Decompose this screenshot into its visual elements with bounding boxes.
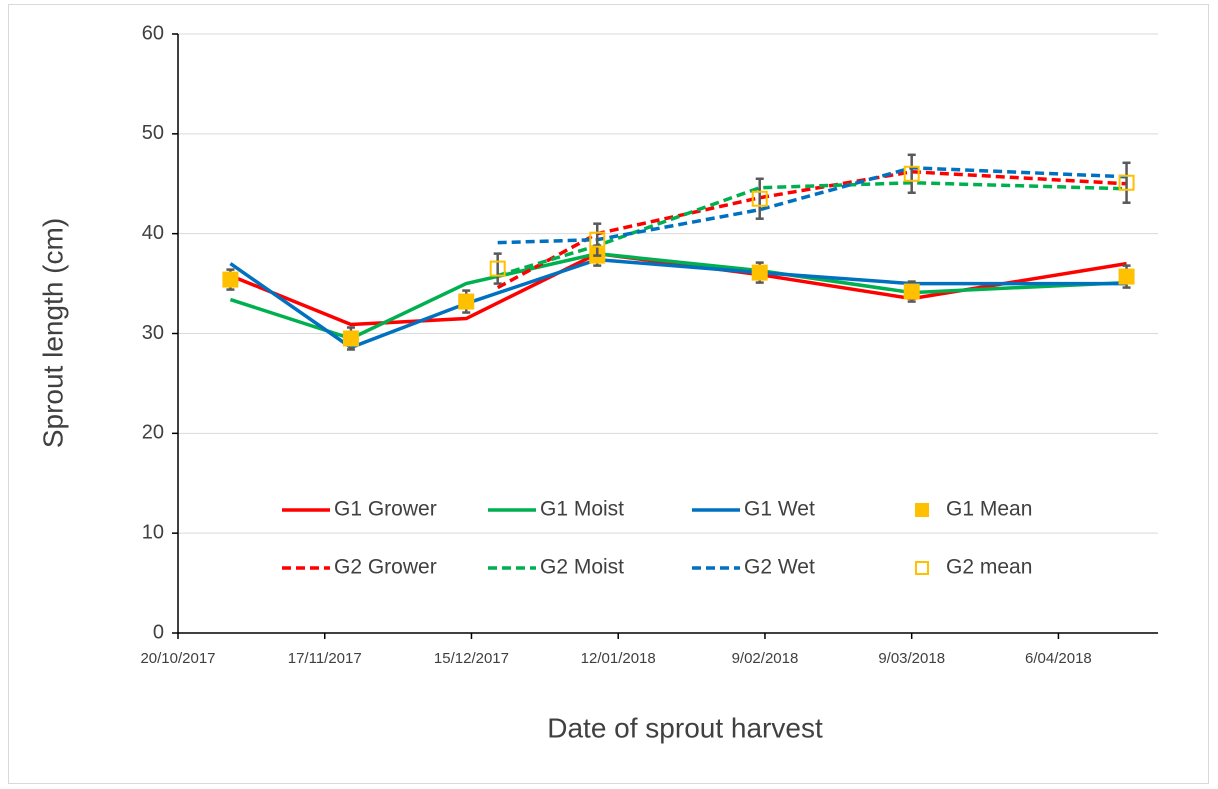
- x-tick-label: 12/01/2018: [581, 650, 656, 667]
- y-tick-label: 30: [142, 322, 164, 344]
- legend-label: G2 Moist: [540, 556, 624, 579]
- legend-label: G1 Grower: [334, 498, 437, 521]
- mean-marker: [903, 165, 920, 182]
- y-tick-label: 10: [142, 521, 164, 543]
- mean-marker: [751, 264, 768, 281]
- mean-marker: [751, 190, 768, 207]
- mean-marker: [589, 231, 606, 248]
- legend-label: G1 Mean: [946, 498, 1032, 521]
- mean-marker: [903, 283, 920, 300]
- x-tick-label: 17/11/2017: [288, 650, 362, 667]
- x-tick-label: 15/12/2017: [434, 650, 509, 667]
- mean-marker: [1118, 174, 1135, 191]
- x-tick-label: 9/03/2018: [878, 650, 945, 667]
- y-tick-label: 50: [142, 122, 164, 144]
- x-tick-label: 6/04/2018: [1025, 650, 1092, 667]
- legend-marker: [915, 503, 929, 517]
- y-axis-label: Sprout length (cm): [37, 218, 68, 448]
- legend-label: G1 Wet: [744, 498, 815, 521]
- y-tick-label: 60: [142, 22, 164, 44]
- mean-marker: [489, 260, 506, 277]
- legend-label: G2 Wet: [744, 556, 815, 579]
- mean-marker: [458, 293, 475, 310]
- x-tick-label: 20/10/2017: [140, 650, 215, 667]
- x-tick-label: 9/02/2018: [732, 650, 799, 667]
- series-line: [497, 166, 1127, 245]
- y-tick-label: 40: [142, 222, 164, 244]
- y-tick-label: 0: [153, 621, 164, 643]
- x-axis-label: Date of sprout harvest: [547, 712, 823, 743]
- legend-label: G2 mean: [946, 556, 1032, 579]
- mean-marker: [342, 330, 359, 347]
- mean-marker: [222, 271, 239, 288]
- series-line: [496, 170, 1127, 290]
- y-tick-label: 20: [142, 422, 164, 444]
- mean-marker: [1118, 268, 1135, 285]
- legend-label: G1 Moist: [540, 498, 624, 521]
- legend-label: G2 Grower: [334, 556, 437, 579]
- legend-marker: [915, 561, 929, 575]
